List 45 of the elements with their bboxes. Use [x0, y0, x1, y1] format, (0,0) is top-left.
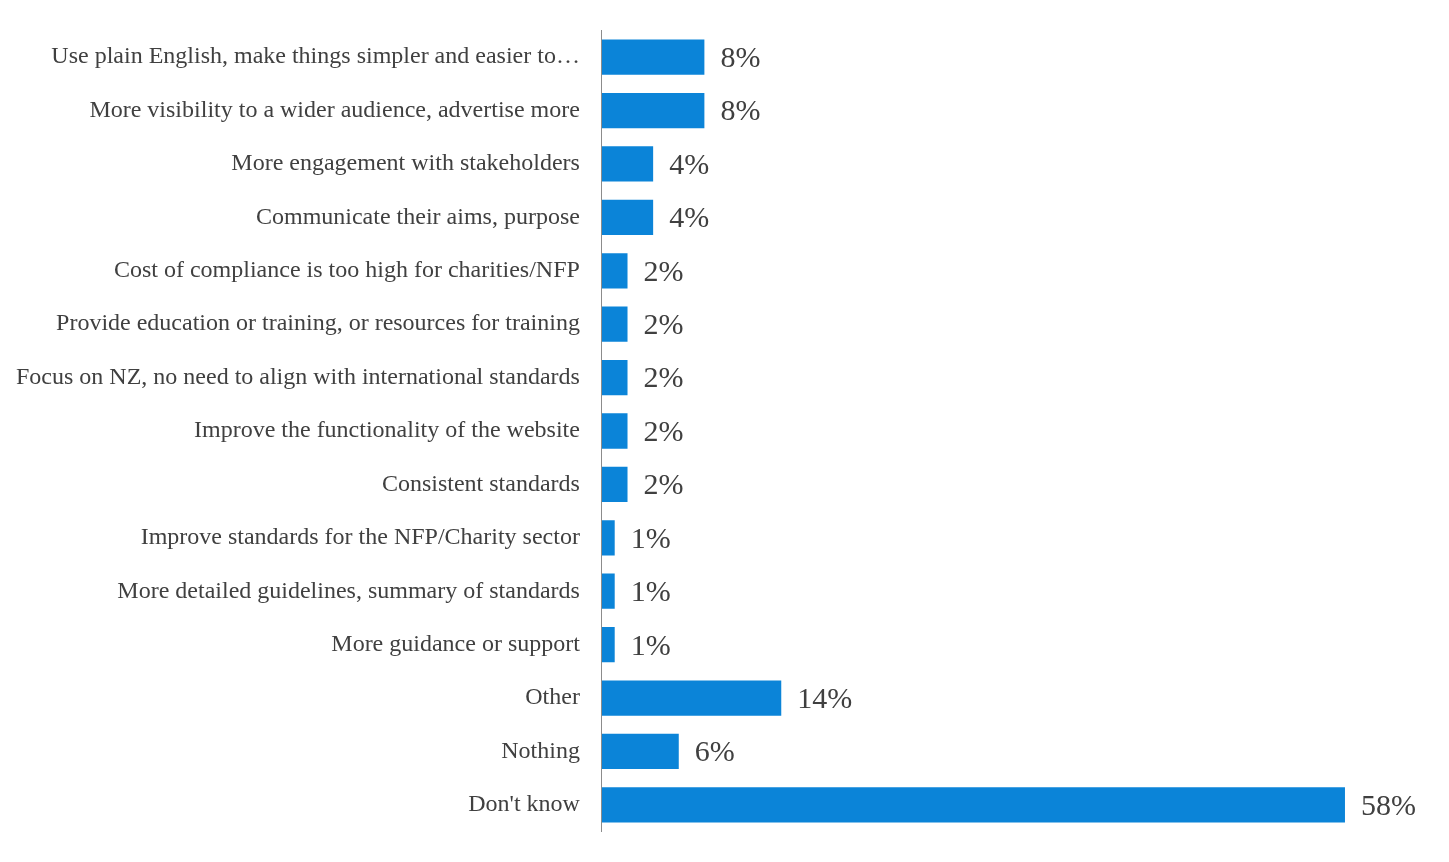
bar	[601, 359, 628, 396]
y-tick-label: Improve standards for the NFP/Charity sector	[140, 523, 580, 550]
y-tick-label: Communicate their aims, purpose	[255, 202, 580, 229]
bar	[601, 466, 628, 503]
bar	[601, 39, 705, 75]
bar	[601, 733, 679, 770]
y-tick-label: Improve the functionality of the website	[194, 416, 580, 443]
data-label: 4%	[669, 146, 710, 180]
data-label: 2%	[643, 360, 684, 394]
y-tick-label: Don't know	[468, 790, 581, 817]
data-label: 1%	[630, 520, 671, 554]
y-tick-label: More guidance or support	[331, 629, 581, 656]
bar	[601, 306, 628, 342]
bar	[601, 199, 654, 235]
bar	[601, 253, 628, 289]
y-tick-label: Provide education or training, or resources for training	[56, 309, 580, 336]
y-tick-label: Consistent standards	[381, 469, 580, 496]
data-label: 2%	[643, 307, 684, 341]
bar	[601, 146, 654, 182]
y-tick-label: Other	[525, 683, 580, 710]
data-label: 2%	[643, 253, 684, 287]
data-label: 58%	[1360, 787, 1416, 821]
data-label: 6%	[694, 734, 735, 768]
y-tick-label: More detailed guidelines, summary of standards	[117, 576, 580, 603]
y-tick-label: More engagement with stakeholders	[231, 149, 580, 176]
data-label: 2%	[643, 467, 684, 501]
data-label: 4%	[669, 200, 710, 234]
y-tick-label: Use plain English, make things simpler and easier to…	[51, 42, 580, 69]
bar	[601, 573, 615, 609]
bar	[601, 627, 615, 663]
y-tick-label: Focus on NZ, no need to align with international standards	[15, 362, 580, 389]
y-tick-label: Nothing	[501, 736, 580, 763]
bar	[601, 787, 1345, 823]
data-label: 14%	[797, 680, 853, 714]
bar	[601, 520, 615, 556]
bar	[601, 92, 705, 129]
data-label: 8%	[720, 93, 761, 127]
data-label: 1%	[630, 574, 671, 608]
data-label: 1%	[630, 627, 671, 661]
y-tick-label: Cost of compliance is too high for charities/NFP	[113, 256, 580, 283]
bar	[601, 680, 782, 716]
data-label: 2%	[643, 413, 684, 447]
y-tick-label: More visibility to a wider audience, advertise more	[89, 95, 580, 122]
data-label: 8%	[720, 39, 761, 73]
bar	[601, 413, 628, 449]
